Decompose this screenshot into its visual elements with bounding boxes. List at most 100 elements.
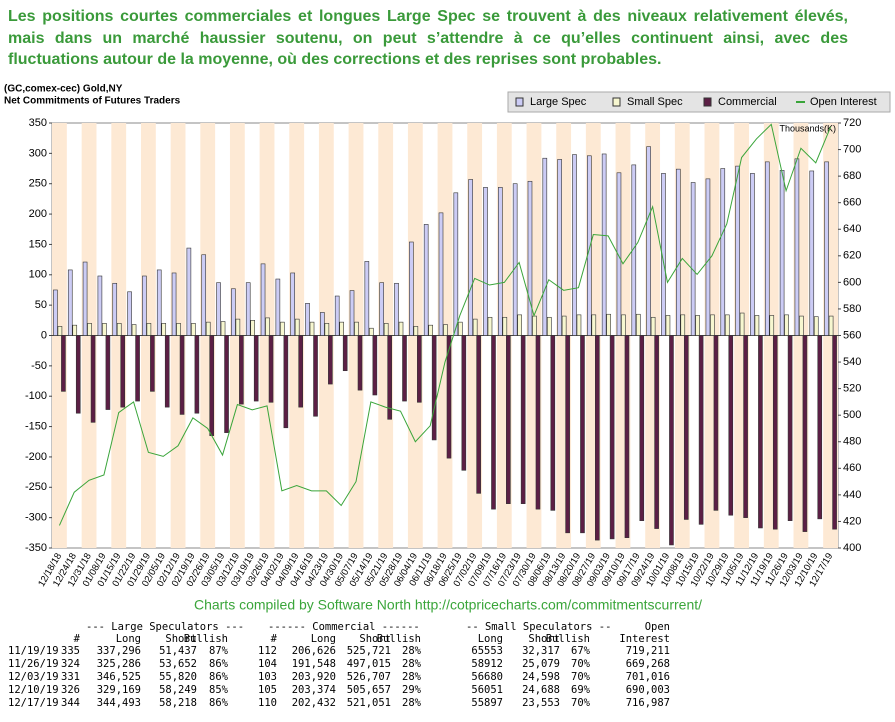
bar — [565, 335, 570, 534]
table-cell: 28% — [402, 658, 422, 670]
bar — [650, 316, 656, 336]
legend-label: Commercial — [718, 96, 777, 108]
bar — [87, 323, 92, 336]
table-cell: 346,525 — [97, 671, 141, 683]
table-cell: 55897 — [471, 697, 503, 709]
table-group: Open — [645, 621, 670, 633]
table-cell: 202,432 — [292, 697, 336, 709]
bar — [809, 170, 815, 336]
bar — [320, 312, 325, 336]
legend-label: Large Spec — [530, 96, 587, 108]
bar — [387, 335, 392, 420]
y2-tick-label: 620 — [843, 250, 861, 262]
bar — [661, 173, 666, 336]
bar — [724, 314, 730, 336]
table-cell: 70% — [571, 671, 591, 683]
bar — [580, 335, 585, 534]
bar — [547, 316, 552, 336]
table-cell: 58912 — [471, 658, 503, 670]
table-cell: 203,374 — [292, 684, 336, 696]
y2-tick-label: 600 — [843, 276, 861, 288]
table-cell: 701,016 — [626, 671, 670, 683]
table-cell: 11/26/19 — [8, 658, 59, 670]
table-cell: 87% — [209, 645, 229, 657]
bar — [275, 278, 281, 336]
bar — [517, 314, 522, 336]
bar — [710, 314, 715, 336]
bar — [191, 323, 196, 336]
y2-tick-label: 520 — [843, 383, 861, 395]
bar — [417, 335, 422, 403]
intro-text: Les positions courtes commerciales et lo… — [8, 8, 848, 68]
bar — [164, 335, 170, 408]
bar — [265, 317, 270, 336]
table-cell: 58,249 — [159, 684, 197, 696]
bar — [82, 261, 88, 336]
table-cell: 104 — [258, 658, 277, 670]
table-cell: 525,721 — [347, 645, 391, 657]
table-cell: 86% — [209, 658, 229, 670]
bar — [576, 314, 582, 336]
table-cell: 203,920 — [292, 671, 336, 683]
bar — [105, 335, 111, 410]
table-cell: 329,169 — [97, 684, 141, 696]
bar — [298, 335, 303, 408]
bar — [369, 327, 374, 336]
bar — [750, 173, 755, 336]
table-cell: 58,218 — [159, 697, 197, 709]
table-cell: 497,015 — [347, 658, 391, 670]
bar — [739, 312, 745, 336]
y2-tick-label: 540 — [843, 356, 861, 368]
table-cell: 326 — [61, 684, 80, 696]
bar — [443, 324, 448, 336]
bar — [283, 335, 289, 429]
bar — [799, 315, 804, 336]
y2-tick-label: 440 — [843, 489, 861, 501]
bar — [824, 161, 829, 336]
bar — [220, 321, 226, 336]
table-cell: 335 — [61, 645, 80, 657]
table-cell: 337,296 — [97, 645, 141, 657]
bar — [201, 254, 207, 336]
bar — [354, 321, 359, 336]
bar — [461, 335, 467, 471]
bar — [720, 168, 726, 336]
table-cell: 86% — [209, 697, 229, 709]
table-header: Bullish — [377, 633, 421, 645]
table-cell: 28% — [402, 645, 422, 657]
bar — [324, 323, 330, 336]
table-header: Long — [116, 633, 141, 645]
bar — [557, 159, 562, 336]
bar — [253, 335, 259, 402]
bar — [784, 314, 789, 336]
bar — [146, 323, 152, 336]
y2-axis-label: Thousands(K) — [779, 123, 836, 133]
bar — [398, 321, 404, 336]
bar — [468, 179, 473, 336]
bar — [431, 335, 437, 441]
bar — [423, 224, 429, 336]
bar — [813, 316, 819, 336]
bar — [179, 335, 185, 415]
table-cell: 67% — [571, 645, 591, 657]
bar — [654, 335, 659, 529]
bar — [695, 315, 700, 336]
bar — [532, 315, 537, 336]
bar — [621, 314, 626, 336]
bar — [769, 315, 775, 336]
table-cell: 29% — [402, 684, 422, 696]
bar — [171, 272, 177, 336]
bar — [527, 180, 533, 336]
bar — [639, 335, 645, 521]
y-tick-label: 50 — [35, 299, 47, 311]
bar — [758, 335, 763, 529]
table-cell: 191,548 — [292, 658, 336, 670]
bar — [334, 295, 340, 336]
bar — [631, 164, 637, 336]
bar — [458, 321, 463, 336]
table-header: Short — [528, 633, 560, 645]
bar — [512, 183, 518, 336]
bar — [735, 165, 740, 336]
bar — [609, 335, 615, 540]
table-cell: 24,688 — [522, 684, 560, 696]
